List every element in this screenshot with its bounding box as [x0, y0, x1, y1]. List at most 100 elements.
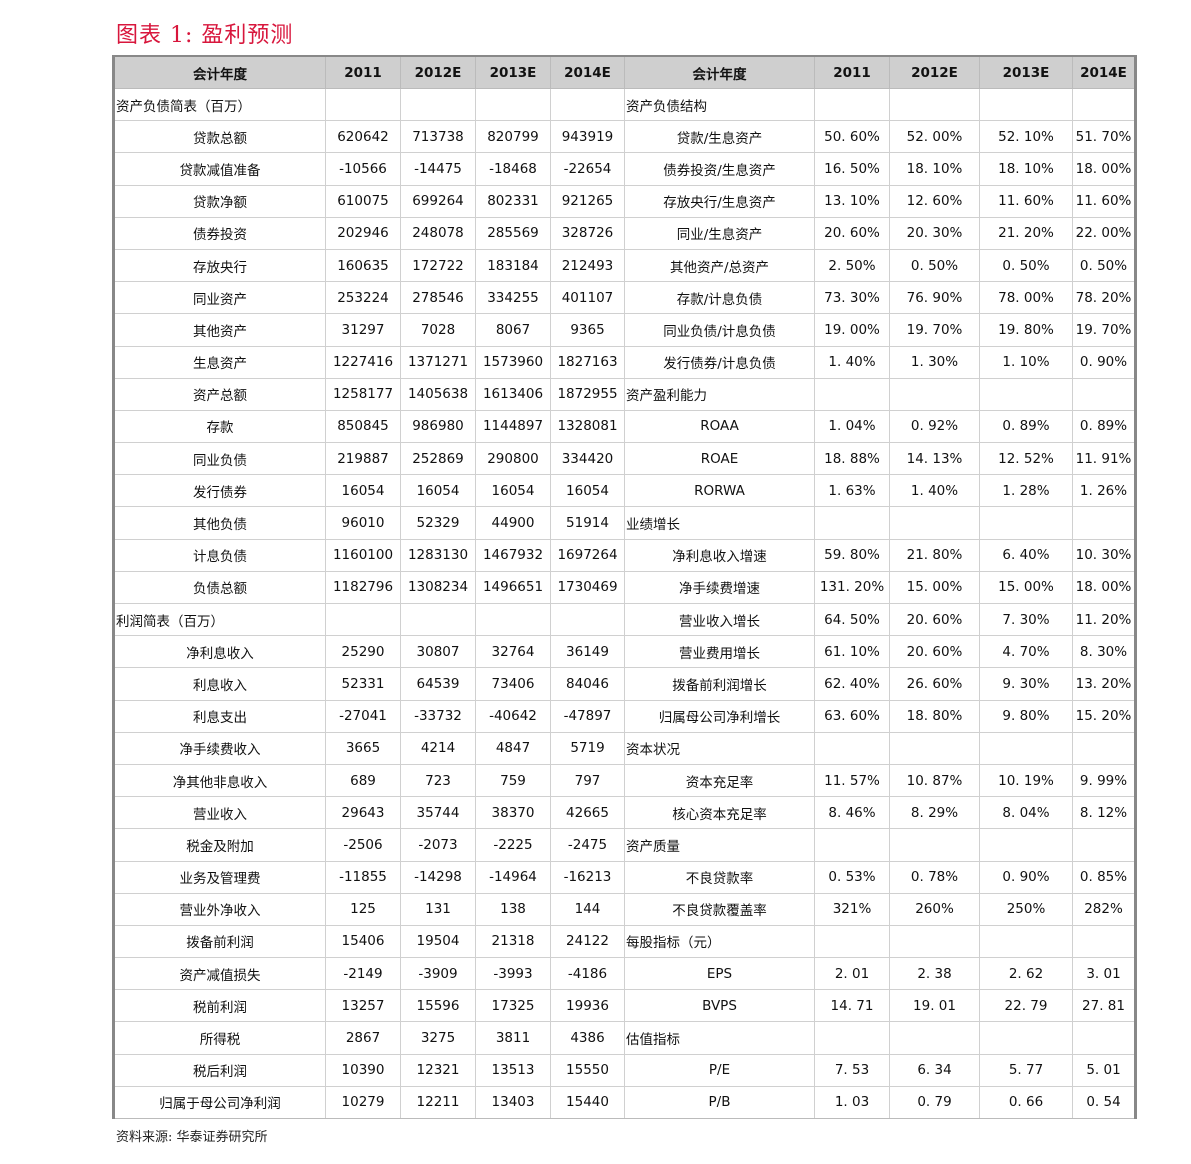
value-cell: 3. 01 — [1072, 957, 1136, 991]
value-cell: 1227416 — [325, 345, 401, 379]
value-cell: 290800 — [475, 442, 551, 476]
value-cell: 689 — [325, 763, 401, 798]
row-label: 不良贷款率 — [624, 860, 815, 894]
row-label: 同业资产 — [113, 281, 326, 315]
value-cell — [1072, 87, 1136, 122]
value-cell: 321% — [814, 892, 890, 926]
table-row: 贷款总额 620642 713738 820799 943919 贷款/生息资产 50. 6… — [113, 120, 1136, 154]
table-row: 所得税 2867 3275 3811 4386 估值指标 — [113, 1021, 1136, 1055]
row-label: 归属于母公司净利润 — [113, 1085, 326, 1120]
value-cell: 0. 78% — [889, 860, 980, 894]
value-cell: 50. 60% — [814, 120, 890, 154]
value-cell — [889, 828, 980, 862]
value-cell — [979, 828, 1073, 862]
value-cell: 131 — [400, 892, 476, 926]
value-cell — [814, 87, 890, 122]
row-label: 营业外净收入 — [113, 892, 326, 926]
value-cell — [889, 924, 980, 959]
value-cell — [475, 602, 551, 637]
value-cell: 620642 — [325, 120, 401, 154]
column-header: 会计年度 — [624, 55, 815, 89]
value-cell: 183184 — [475, 248, 551, 283]
value-cell — [889, 87, 980, 122]
value-cell — [889, 1021, 980, 1055]
value-cell: 14. 71 — [814, 989, 890, 1023]
row-label: 净手续费收入 — [113, 731, 326, 765]
value-cell: 172722 — [400, 248, 476, 283]
row-label: 其他资产 — [113, 313, 326, 347]
row-label: 同业负债 — [113, 442, 326, 476]
value-cell: 52331 — [325, 667, 401, 701]
value-cell: 16054 — [475, 474, 551, 508]
value-cell: 61. 10% — [814, 635, 890, 669]
value-cell: 31297 — [325, 313, 401, 347]
value-cell: 26. 60% — [889, 667, 980, 701]
row-label: 发行债券 — [113, 474, 326, 508]
value-cell: 22. 79 — [979, 989, 1073, 1023]
value-cell: 8067 — [475, 313, 551, 347]
column-header: 2014E — [1072, 55, 1136, 89]
value-cell: 0. 89% — [979, 409, 1073, 444]
row-label: 计息负债 — [113, 538, 326, 572]
value-cell: 0. 50% — [979, 248, 1073, 283]
value-cell: 8. 12% — [1072, 796, 1136, 830]
value-cell: 76. 90% — [889, 281, 980, 315]
value-cell: 802331 — [475, 184, 551, 218]
value-cell: 19. 70% — [889, 313, 980, 347]
value-cell: 253224 — [325, 281, 401, 315]
value-cell — [1072, 924, 1136, 959]
value-cell — [400, 602, 476, 637]
value-cell: 723 — [400, 763, 476, 798]
value-cell: 10. 19% — [979, 763, 1073, 798]
figure-title: 图表 1: 盈利预测 — [116, 23, 294, 48]
value-cell: 1328081 — [550, 409, 625, 444]
value-cell: 78. 00% — [979, 281, 1073, 315]
value-cell: 19936 — [550, 989, 625, 1023]
column-header: 2013E — [475, 55, 551, 89]
value-cell — [325, 602, 401, 637]
table-row: 税后利润 10390 12321 13513 15550 P/E 7. 53 6. 34 5. … — [113, 1053, 1136, 1087]
section-label: 资产负债结构 — [624, 87, 815, 122]
value-cell: 10279 — [325, 1085, 401, 1120]
value-cell: 19. 80% — [979, 313, 1073, 347]
row-label: 净手续费增速 — [624, 570, 815, 605]
value-cell: 219887 — [325, 442, 401, 476]
value-cell: 11. 57% — [814, 763, 890, 798]
row-label: 净其他非息收入 — [113, 763, 326, 798]
section-label: 资本状况 — [624, 731, 815, 765]
value-cell: -14475 — [400, 152, 476, 186]
value-cell — [550, 87, 625, 122]
value-cell: 1. 40% — [814, 345, 890, 379]
value-cell — [814, 1021, 890, 1055]
value-cell: 24122 — [550, 924, 625, 959]
value-cell: -2149 — [325, 957, 401, 991]
value-cell: 4847 — [475, 731, 551, 765]
value-cell: 1371271 — [400, 345, 476, 379]
value-cell: -40642 — [475, 699, 551, 733]
value-cell: 11. 91% — [1072, 442, 1136, 476]
value-cell: 13. 10% — [814, 184, 890, 218]
column-header: 2011 — [814, 55, 890, 89]
value-cell — [889, 731, 980, 765]
value-cell: 138 — [475, 892, 551, 926]
value-cell: 1827163 — [550, 345, 625, 379]
value-cell: 3665 — [325, 731, 401, 765]
section-label: 估值指标 — [624, 1021, 815, 1055]
table-row: 其他资产 31297 7028 8067 9365 同业负债/计息负债 19. 00% 19.… — [113, 313, 1136, 347]
value-cell: 334420 — [550, 442, 625, 476]
table-row: 利息收入 52331 64539 73406 84046 拨备前利润增长 62. 40% 26… — [113, 667, 1136, 701]
value-cell: -18468 — [475, 152, 551, 186]
row-label: 贷款/生息资产 — [624, 120, 815, 154]
value-cell: 3811 — [475, 1021, 551, 1055]
column-header: 2013E — [979, 55, 1073, 89]
value-cell — [475, 87, 551, 122]
value-cell — [979, 731, 1073, 765]
section-label: 业绩增长 — [624, 506, 815, 540]
row-label: 贷款减值准备 — [113, 152, 326, 186]
value-cell: 20. 60% — [889, 635, 980, 669]
value-cell: 59. 80% — [814, 538, 890, 572]
value-cell: 986980 — [400, 409, 476, 444]
value-cell: 334255 — [475, 281, 551, 315]
value-cell: 36149 — [550, 635, 625, 669]
value-cell: 16054 — [325, 474, 401, 508]
